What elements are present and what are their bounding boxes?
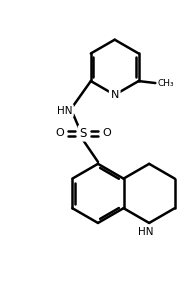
Text: O: O [102, 128, 111, 138]
Text: O: O [55, 128, 64, 138]
Text: S: S [79, 127, 87, 140]
Text: N: N [111, 90, 119, 100]
Text: HN: HN [139, 227, 154, 237]
Text: CH₃: CH₃ [157, 79, 174, 88]
Text: HN: HN [57, 106, 72, 116]
